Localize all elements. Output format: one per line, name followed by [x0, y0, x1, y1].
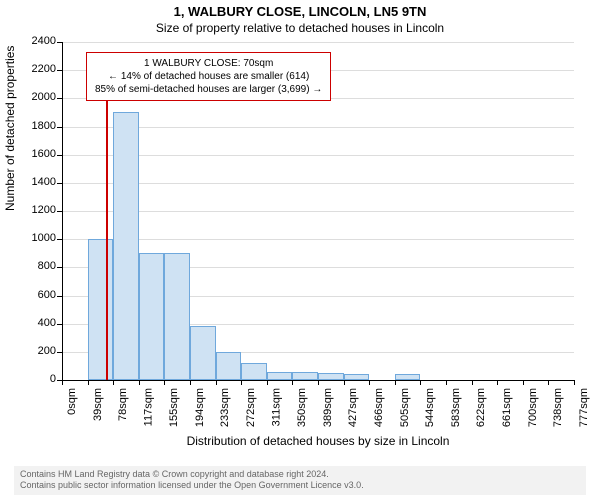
histogram-bar: [164, 253, 190, 380]
histogram-bar: [318, 373, 344, 380]
histogram-bar: [241, 363, 267, 380]
x-tick-label: 233sqm: [220, 388, 232, 427]
y-tick-label: 200: [16, 345, 56, 357]
gridline: [62, 155, 574, 156]
histogram-bar: [216, 352, 242, 380]
x-tick-label: 311sqm: [271, 388, 283, 426]
x-tick-label: 117sqm: [143, 388, 155, 426]
x-tick-label: 466sqm: [373, 388, 385, 427]
credits-line-1: Contains HM Land Registry data © Crown c…: [20, 469, 580, 480]
histogram-bar: [113, 112, 139, 380]
x-tick: [574, 380, 575, 385]
property-marker-line: [106, 72, 108, 380]
chart-container: 0 200 400 600 800 1000 1200 1400 1600 1800 2000 220…: [0, 0, 600, 500]
annotation-line-1: 1 WALBURY CLOSE: 70sqm: [95, 57, 322, 70]
histogram-bar: [190, 326, 216, 380]
x-tick-label: 661sqm: [501, 388, 513, 427]
y-tick-label: 400: [16, 317, 56, 329]
x-tick-label: 700sqm: [527, 388, 539, 427]
y-tick-label: 1000: [16, 232, 56, 244]
gridline: [62, 127, 574, 128]
histogram-bar: [139, 253, 165, 380]
x-tick-label: 427sqm: [348, 388, 360, 427]
y-tick-label: 0: [16, 373, 56, 385]
credits-block: Contains HM Land Registry data © Crown c…: [14, 466, 586, 495]
x-tick-label: 272sqm: [245, 388, 257, 427]
x-axis: [62, 380, 574, 381]
y-axis: [62, 42, 63, 380]
credits-line-2: Contains public sector information licen…: [20, 480, 580, 491]
y-tick-label: 600: [16, 289, 56, 301]
x-tick-label: 738sqm: [552, 388, 564, 427]
histogram-bar: [292, 372, 318, 380]
x-tick-label: 39sqm: [92, 388, 104, 421]
x-tick-label: 194sqm: [194, 388, 206, 427]
gridline: [62, 211, 574, 212]
y-tick-label: 1800: [16, 120, 56, 132]
gridline: [62, 42, 574, 43]
histogram-bar: [88, 239, 114, 380]
x-tick-label: 0sqm: [66, 388, 78, 415]
gridline: [62, 239, 574, 240]
x-tick-label: 583sqm: [450, 388, 462, 427]
y-tick-label: 1400: [16, 176, 56, 188]
y-tick-label: 1200: [16, 204, 56, 216]
x-tick-label: 350sqm: [296, 388, 308, 427]
y-tick-label: 1600: [16, 148, 56, 160]
x-tick-label: 622sqm: [476, 388, 488, 427]
y-tick-label: 800: [16, 260, 56, 272]
x-tick-label: 78sqm: [117, 388, 129, 421]
y-tick-label: 2400: [16, 35, 56, 47]
x-tick-label: 505sqm: [399, 388, 411, 427]
x-tick-label: 544sqm: [424, 388, 436, 427]
annotation-line-2: ← 14% of detached houses are smaller (61…: [95, 70, 322, 83]
annotation-line-3: 85% of semi-detached houses are larger (…: [95, 83, 322, 96]
x-tick-label: 389sqm: [322, 388, 334, 427]
annotation-box: 1 WALBURY CLOSE: 70sqm ← 14% of detached…: [86, 52, 331, 101]
y-tick-label: 2000: [16, 91, 56, 103]
y-tick-label: 2200: [16, 63, 56, 75]
histogram-bar: [267, 372, 293, 380]
x-tick-label: 155sqm: [168, 388, 180, 427]
x-axis-label: Distribution of detached houses by size …: [62, 434, 574, 448]
gridline: [62, 183, 574, 184]
x-tick-label: 777sqm: [578, 388, 590, 427]
